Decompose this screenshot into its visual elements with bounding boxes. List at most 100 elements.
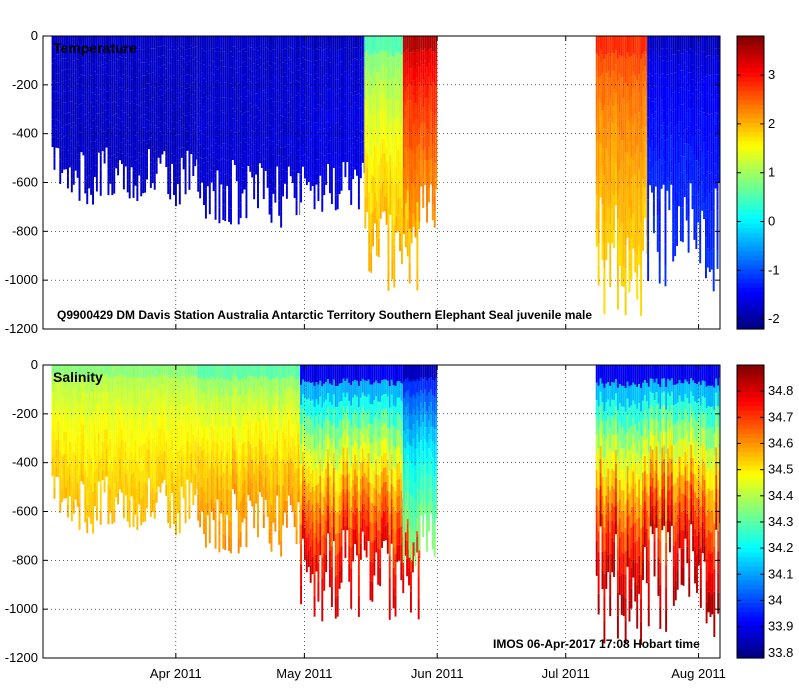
heatmap-cell [95, 365, 98, 378]
heatmap-cell [334, 195, 337, 211]
heatmap-cell [687, 90, 690, 109]
heatmap-cell [86, 449, 89, 464]
heatmap-cell [61, 161, 64, 174]
heatmap-cell [241, 154, 244, 168]
heatmap-cell [426, 113, 428, 130]
heatmap-cell [173, 89, 175, 103]
heatmap-cell [111, 365, 114, 379]
heatmap-cell [666, 61, 669, 75]
heatmap-cell [260, 376, 263, 387]
heatmap-cell [107, 142, 110, 156]
heatmap-cell [374, 82, 376, 99]
heatmap-cell [344, 59, 347, 72]
heatmap-cell [119, 77, 121, 88]
heatmap-cell [190, 144, 193, 154]
heatmap-cell [126, 114, 129, 128]
heatmap-cell [616, 264, 619, 287]
heatmap-cell [672, 186, 675, 206]
heatmap-cell [311, 136, 314, 149]
heatmap-cell [406, 36, 409, 49]
heatmap-cell [218, 67, 221, 83]
heatmap-cell [122, 467, 125, 481]
salinity-panel: 0-200-400-600-800-1000-1200 Apr 2011 May … [5, 357, 794, 681]
heatmap-cell [412, 95, 415, 110]
heatmap-cell [393, 56, 396, 78]
heatmap-cell [427, 119, 430, 134]
heatmap-cell [307, 133, 310, 146]
heatmap-cell [264, 376, 267, 388]
heatmap-cell [364, 196, 367, 213]
heatmap-cell [169, 185, 172, 200]
heatmap-cell [117, 446, 120, 458]
heatmap-cell [381, 80, 384, 95]
heatmap-cell [201, 450, 204, 463]
heatmap-cell [109, 60, 112, 73]
heatmap-cell [674, 237, 677, 257]
heatmap-cell [70, 153, 73, 167]
heatmap-cell [239, 471, 242, 487]
heatmap-cell [230, 208, 232, 225]
heatmap-cell [174, 191, 177, 207]
heatmap-cell [57, 421, 60, 431]
heatmap-cell [155, 150, 158, 163]
heatmap-cell [300, 63, 303, 78]
heatmap-cell [109, 134, 112, 147]
heatmap-cell [695, 213, 698, 232]
heatmap-cell [395, 183, 398, 201]
heatmap-cell [203, 36, 205, 51]
heatmap-cell [70, 75, 73, 89]
heatmap-cell [171, 482, 174, 493]
heatmap-cell [426, 51, 428, 68]
heatmap-cell [372, 158, 374, 177]
heatmap-cell [651, 49, 653, 63]
heatmap-cell [197, 61, 200, 75]
heatmap-cell [155, 399, 158, 411]
heatmap-cell [63, 69, 66, 81]
colorbar-tick-label: -1 [768, 262, 780, 277]
heatmap-cell [61, 490, 64, 503]
heatmap-cell [699, 73, 702, 93]
heatmap-cell [144, 62, 147, 76]
heatmap-cell [325, 147, 328, 161]
heatmap-cell [57, 402, 60, 412]
heatmap-cell [144, 179, 147, 193]
heatmap-cell [381, 153, 384, 169]
heatmap-cell [105, 82, 108, 92]
heatmap-cell [262, 500, 265, 515]
heatmap-cell [693, 86, 696, 104]
heatmap-cell [111, 49, 114, 63]
heatmap-cell [117, 94, 120, 106]
heatmap-cell [245, 395, 248, 411]
heatmap-cell [66, 137, 69, 151]
heatmap-cell [224, 159, 227, 175]
heatmap-cell [287, 397, 290, 409]
heatmap-cell [111, 115, 114, 129]
heatmap-cell [105, 128, 108, 139]
heatmap-cell [664, 140, 667, 162]
heatmap-cell [383, 196, 386, 212]
heatmap-cell [212, 507, 215, 521]
heatmap-cell [607, 104, 610, 123]
heatmap-cell [124, 36, 127, 47]
heatmap-cell [239, 380, 242, 396]
heatmap-cell [142, 365, 145, 379]
heatmap-cell [212, 494, 215, 508]
heatmap-cell [712, 206, 715, 228]
heatmap-cell [226, 402, 229, 415]
heatmap-cell [626, 103, 629, 121]
heatmap-cell [132, 378, 135, 392]
heatmap-cell [228, 175, 231, 191]
heatmap-cell [208, 394, 211, 410]
heatmap-cell [251, 459, 254, 472]
heatmap-cell [638, 207, 641, 227]
heatmap-cell [708, 134, 711, 155]
heatmap-cell [208, 139, 211, 155]
heatmap-cell [642, 107, 644, 126]
heatmap-cell [284, 146, 286, 160]
heatmap-cell [78, 132, 81, 146]
heatmap-cell [173, 181, 175, 196]
heatmap-cell [86, 148, 89, 163]
heatmap-cell [70, 36, 73, 50]
heatmap-cell [251, 94, 254, 107]
heatmap-cell [414, 203, 417, 221]
